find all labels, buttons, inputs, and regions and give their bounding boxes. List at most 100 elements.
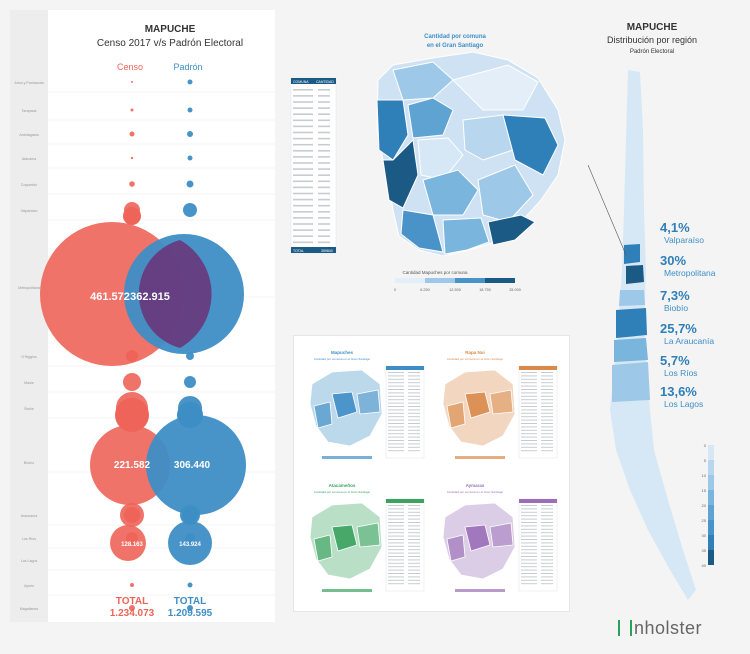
region-label: Ñuble — [24, 406, 33, 411]
small-table-row — [388, 556, 404, 557]
small-map-region — [446, 401, 466, 429]
region-araucania — [616, 308, 647, 338]
connector-line — [587, 164, 627, 256]
small-table-row — [521, 515, 537, 517]
region-name: Metropolitana — [664, 268, 716, 278]
small-table-row — [408, 549, 420, 551]
table-row-value — [318, 229, 330, 231]
chile-scale: 0 5 10 15 20 25 30 35 40 — [702, 443, 714, 568]
small-table-row — [521, 446, 537, 448]
small-table-row — [521, 559, 537, 561]
small-map: Atacameños Cantidad por comuna en el Gran… — [309, 483, 425, 592]
brand-logo: nholster — [618, 618, 702, 639]
comuna-table — [290, 77, 337, 254]
small-table-row — [408, 399, 420, 401]
censo-bubble — [130, 583, 134, 587]
small-table-row — [521, 429, 537, 431]
small-table-row — [388, 402, 404, 404]
small-table-row — [408, 443, 420, 445]
padron-bubble — [182, 507, 198, 523]
small-table-row — [541, 426, 553, 428]
region-name: Valparaíso — [664, 235, 704, 245]
small-map: Mapuches Cantidad por comuna en el Gran S… — [309, 350, 425, 459]
small-table-row — [408, 433, 420, 435]
chile-highlights: 4,1%Valparaíso 30%Metropolitana 7,3%Biobío… — [660, 220, 716, 409]
chile-map-panel: MAPUCHE Distribución por región Padrón E… — [587, 10, 738, 622]
small-map-region — [464, 391, 491, 419]
small-table-row — [408, 522, 420, 523]
small-table-row — [541, 542, 553, 544]
comuna-table-total-value: 359840 — [321, 249, 333, 253]
chile-map-note: Padrón Electoral — [630, 49, 674, 55]
small-table-row — [388, 406, 404, 407]
table-row-name — [293, 125, 313, 128]
small-table-row — [541, 518, 553, 520]
small-table-row — [541, 419, 553, 421]
comuna-table-header-comuna: COMUNA — [293, 80, 309, 84]
region-label: Tarapacá — [22, 109, 37, 113]
small-table-row — [388, 378, 404, 380]
small-map-region — [331, 391, 358, 419]
small-table-row — [408, 409, 420, 411]
censo-bubble — [115, 398, 149, 432]
small-table-row — [541, 556, 553, 557]
region-percent: 13,6% — [660, 384, 697, 399]
small-table-row — [521, 402, 537, 404]
small-table-row — [541, 539, 553, 540]
small-table-row — [408, 539, 420, 540]
table-row-name — [293, 217, 313, 219]
small-table-row — [541, 385, 553, 387]
small-table-row — [408, 505, 420, 506]
small-table-row — [388, 562, 404, 564]
small-map-table — [385, 365, 425, 459]
region-label: Antofagasta — [19, 133, 38, 137]
small-table-row — [388, 423, 404, 424]
total-censo-label: TOTAL — [116, 596, 148, 607]
small-table-row — [521, 528, 537, 530]
chile-map-chart: MAPUCHE Distribución por región Padrón E… — [587, 22, 716, 600]
censo-bubble — [123, 373, 141, 391]
region-name: Los Lagos — [664, 399, 703, 409]
table-row-name — [293, 174, 313, 176]
small-table-row — [521, 542, 537, 544]
scale-tick: 5 — [704, 458, 707, 463]
small-table-row — [541, 545, 553, 547]
scale-swatch — [708, 475, 714, 490]
small-table-row — [521, 579, 537, 581]
region-label: Magallanes — [20, 607, 39, 611]
small-table-row — [541, 402, 553, 404]
small-table-row — [408, 372, 420, 373]
region-los-rios — [614, 338, 648, 362]
small-table-row — [541, 579, 553, 581]
small-maps-panel: Mapuches Cantidad por comuna en el Gran S… — [293, 335, 570, 612]
small-table-row — [521, 511, 537, 513]
small-map-region — [489, 522, 514, 548]
small-table-row — [541, 399, 553, 401]
brand-name: nholster — [634, 618, 703, 638]
comuna-table-rows — [293, 89, 330, 244]
table-row-name — [293, 137, 313, 140]
small-table-row — [541, 583, 553, 585]
table-row-value — [318, 125, 330, 128]
bubble-rows: Arica y Parinacota Tarapacá Antofagasta Ata… — [14, 79, 275, 611]
region-label: Coquimbo — [21, 183, 37, 187]
small-table-row — [521, 508, 537, 510]
table-row-name — [293, 113, 313, 115]
table-row-value — [318, 131, 330, 134]
small-table-row — [408, 375, 420, 377]
small-table-row — [388, 552, 404, 554]
small-table-row — [521, 576, 537, 578]
small-map-subtitle: Cantidad por comuna en el Gran Santiago — [314, 490, 371, 494]
small-table-row — [388, 539, 404, 540]
table-row-value — [318, 186, 330, 189]
small-table-row — [521, 569, 537, 571]
small-table-row — [541, 443, 553, 445]
chile-map-title: MAPUCHE — [627, 22, 678, 33]
small-table-row — [388, 395, 404, 397]
legend-tick-label: 25.000 — [509, 288, 521, 292]
region-label: Atacama — [22, 157, 36, 161]
small-table-row — [521, 450, 537, 452]
small-map-region — [464, 524, 491, 552]
small-table-row — [541, 508, 553, 510]
bubble-chart: MAPUCHE Censo 2017 v/s Padrón Electoral … — [10, 10, 275, 622]
